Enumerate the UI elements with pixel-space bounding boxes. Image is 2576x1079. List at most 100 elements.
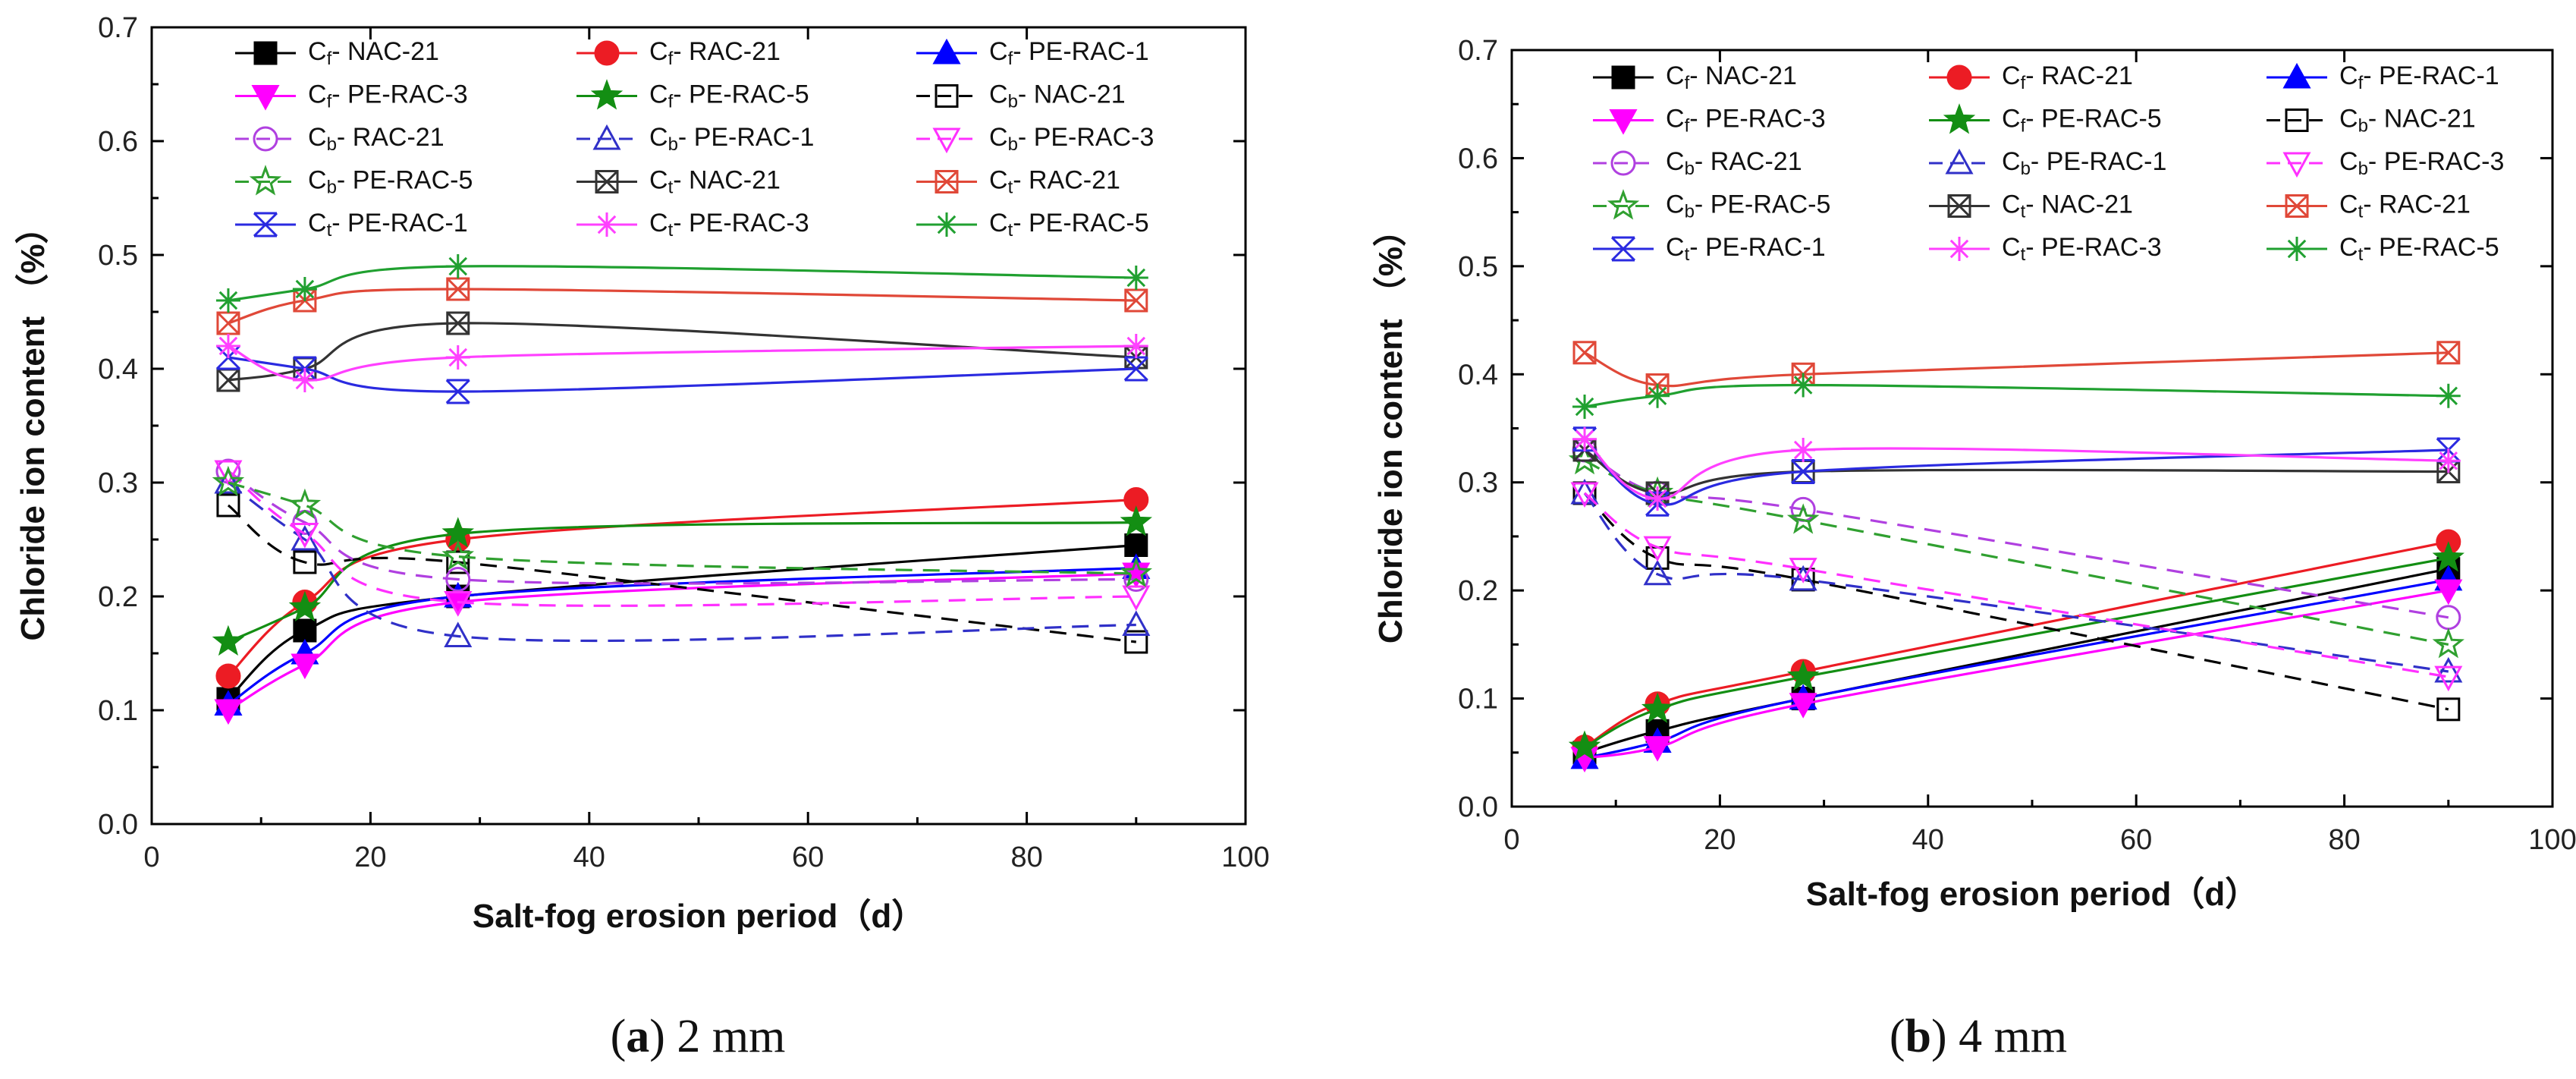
legend-entry-b-pe5: Cb- PE-RAC-5 xyxy=(235,165,473,198)
series-t-pe3 xyxy=(1572,426,2461,511)
y-tick-label: 0.0 xyxy=(98,809,138,841)
data-point xyxy=(2436,697,2461,722)
data-point xyxy=(2436,448,2461,473)
data-point xyxy=(1643,736,1672,762)
series-f-pe1 xyxy=(1570,565,2463,769)
x-tick-label: 80 xyxy=(2328,824,2360,856)
data-point xyxy=(1123,567,1149,592)
data-point xyxy=(444,621,473,647)
data-point xyxy=(446,550,470,574)
legend-entry-f-pe3: Cf- PE-RAC-3 xyxy=(235,80,468,112)
legend-entry-f-pe5: Cf- PE-RAC-5 xyxy=(576,79,809,112)
data-point xyxy=(215,334,240,358)
x-tick-label: 100 xyxy=(2528,824,2576,856)
series-b-pe5 xyxy=(212,465,1152,588)
data-point xyxy=(2436,383,2461,408)
y-tick-label: 0.7 xyxy=(1458,35,1498,67)
series-line xyxy=(1584,351,2449,388)
series-line xyxy=(1584,589,2449,760)
data-point xyxy=(292,368,317,392)
data-point xyxy=(1572,395,1597,420)
series-t-pe5 xyxy=(215,254,1148,313)
panel-caption: (b) 4 mm xyxy=(1890,1011,2067,1062)
x-axis-label: Salt-fog erosion period（d） xyxy=(1806,876,2258,913)
y-tick-label: 0.5 xyxy=(1458,251,1498,283)
data-point xyxy=(215,288,240,313)
series-line xyxy=(228,470,1136,585)
data-point xyxy=(2434,579,2463,606)
legend-entry-b-rac: Cb- RAC-21 xyxy=(1593,147,1802,179)
legend-label: Cf- PE-RAC-3 xyxy=(308,80,468,112)
legend-entry-b-nac: Cb- NAC-21 xyxy=(2267,104,2476,137)
series-t-pe3 xyxy=(215,334,1148,392)
series-line xyxy=(1584,578,2449,760)
legend-entry-f-pe5: Cf- PE-RAC-5 xyxy=(1929,103,2162,137)
legend-marker xyxy=(595,212,619,237)
legend-label: Cb- PE-RAC-3 xyxy=(989,123,1154,155)
legend-entry-f-nac: Cf- NAC-21 xyxy=(1593,61,1797,93)
data-point xyxy=(1789,565,1817,591)
legend-marker xyxy=(1610,236,1636,262)
legend-entry-f-pe1: Cf- PE-RAC-1 xyxy=(916,37,1149,69)
legend-entry-t-nac: Ct- NAC-21 xyxy=(576,165,781,198)
legend-entry-b-pe5: Cb- PE-RAC-5 xyxy=(1593,189,1830,222)
x-tick-label: 80 xyxy=(1010,841,1042,873)
data-point xyxy=(1645,486,1670,511)
legend-label: Cb- NAC-21 xyxy=(989,80,1126,112)
series-b-rac xyxy=(215,458,1149,592)
legend-marker xyxy=(935,212,959,237)
x-tick-label: 20 xyxy=(1704,824,1736,856)
legend-marker xyxy=(2285,194,2309,218)
legend-entry-b-nac: Cb- NAC-21 xyxy=(916,80,1126,112)
data-point xyxy=(293,550,317,574)
legend-label: Ct- NAC-21 xyxy=(2002,190,2133,222)
legend-label: Ct- RAC-21 xyxy=(989,165,1120,197)
legend-marker xyxy=(1946,64,1972,90)
data-point xyxy=(1124,533,1148,557)
series-line xyxy=(228,481,1136,575)
legend-entry-b-rac: Cb- RAC-21 xyxy=(235,123,445,155)
legend-entry-f-rac: Cf- RAC-21 xyxy=(576,37,781,69)
legend-label: Cb- PE-RAC-3 xyxy=(2339,147,2504,179)
series-line xyxy=(228,265,1136,302)
x-tick-label: 40 xyxy=(1912,824,1944,856)
x-tick-label: 0 xyxy=(143,841,159,873)
panel-caption: (a) 2 mm xyxy=(611,1011,786,1062)
legend-entry-b-pe3: Cb- PE-RAC-3 xyxy=(2267,147,2504,179)
y-tick-label: 0.6 xyxy=(98,126,138,158)
legend-marker xyxy=(1610,150,1636,176)
legend-label: Ct- PE-RAC-5 xyxy=(989,209,1149,241)
x-tick-label: 100 xyxy=(1221,841,1269,873)
legend-label: Cf- PE-RAC-5 xyxy=(2002,104,2162,136)
series-line xyxy=(228,288,1136,325)
legend-marker xyxy=(935,170,959,193)
data-point xyxy=(1786,659,1820,691)
y-tick-label: 0.7 xyxy=(98,12,138,44)
legend-label: Cb- RAC-21 xyxy=(1666,147,1802,179)
y-tick-label: 0.4 xyxy=(98,354,138,385)
data-point xyxy=(214,467,243,494)
data-point xyxy=(216,493,240,517)
legend-marker xyxy=(932,127,961,154)
series-line xyxy=(1583,492,2449,711)
legend-marker xyxy=(251,85,280,111)
data-point xyxy=(1572,341,1597,365)
legend-entry-t-pe3: Ct- PE-RAC-3 xyxy=(1929,233,2162,265)
legend-marker xyxy=(1945,148,1974,175)
data-point xyxy=(1120,556,1152,588)
legend-marker xyxy=(1607,189,1640,220)
legend-entry-f-pe3: Cf- PE-RAC-3 xyxy=(1593,104,1826,137)
legend-label: Cb- PE-RAC-5 xyxy=(1666,190,1830,222)
legend-marker xyxy=(1611,65,1635,90)
legend-label: Ct- PE-RAC-1 xyxy=(1666,233,1826,265)
data-point xyxy=(2434,656,2463,683)
series-f-nac xyxy=(1572,557,2461,765)
legend-marker xyxy=(590,79,624,110)
legend-label: Cb- NAC-21 xyxy=(2339,104,2476,136)
data-point xyxy=(445,567,471,592)
x-tick-label: 40 xyxy=(573,841,605,873)
data-point xyxy=(214,460,243,486)
legend: Cf- NAC-21 Cf- RAC-21 Cf- PE-RAC-1 Cf- PE-R… xyxy=(1593,61,2504,265)
legend-marker xyxy=(1947,194,1971,218)
